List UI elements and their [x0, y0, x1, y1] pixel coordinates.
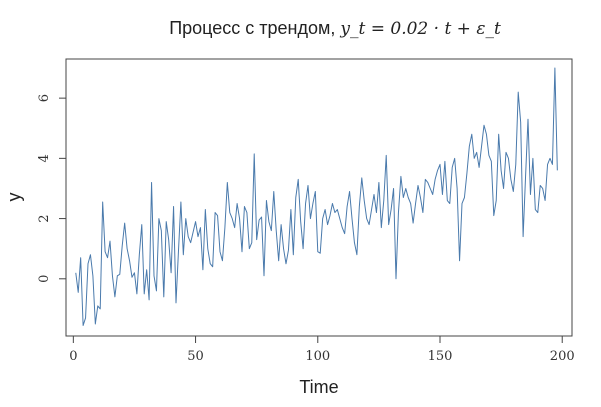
x-axis: 0 50 100 150 200	[69, 336, 575, 364]
y-tick-label: 0	[37, 275, 52, 283]
y-tick-label: 6	[37, 94, 52, 102]
x-tick-label: 150	[428, 349, 453, 364]
series-layer	[75, 67, 558, 326]
x-tick-label: 100	[305, 349, 330, 364]
chart-title-formula: y_t = 0.02 · t + ε_t	[339, 19, 501, 39]
y-axis: 0 2 4 6	[37, 94, 66, 283]
x-tick-label: 200	[550, 349, 575, 364]
y-tick-label: 4	[37, 154, 52, 162]
series-line-0	[75, 67, 558, 326]
chart-title-text: Процесс с трендом,	[169, 18, 340, 38]
chart-title: Процесс с трендом, y_t = 0.02 · t + ε_t	[169, 18, 501, 39]
x-tick-label: 0	[69, 349, 77, 364]
x-axis-label: Time	[299, 377, 338, 397]
x-tick-label: 50	[187, 349, 204, 364]
y-axis-label: y	[4, 193, 24, 202]
y-tick-label: 2	[37, 214, 52, 222]
plot-frame	[65, 58, 573, 337]
